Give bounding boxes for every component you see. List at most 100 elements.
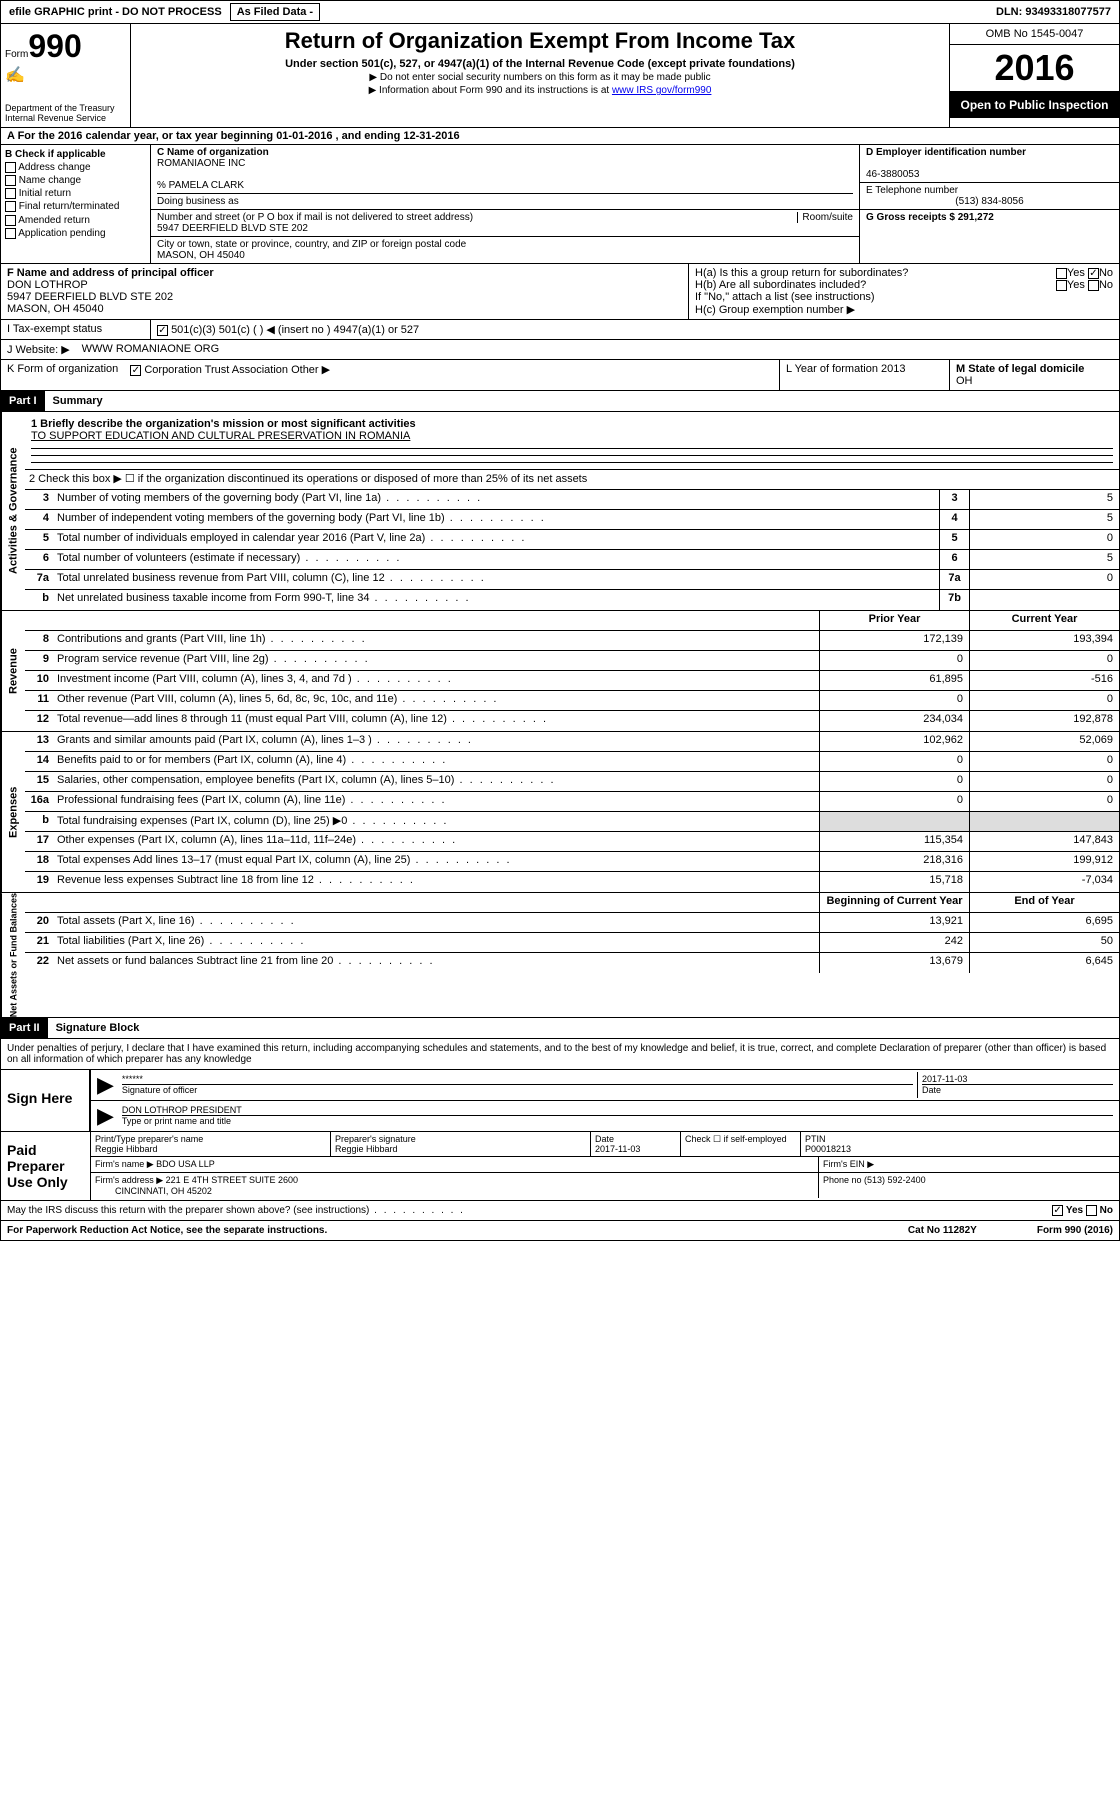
part-2-hdr: Part II xyxy=(1,1018,48,1038)
g-gross: G Gross receipts $ 291,272 xyxy=(860,210,1119,225)
f-officer: F Name and address of principal officer … xyxy=(1,264,689,319)
perjury: Under penalties of perjury, I declare th… xyxy=(0,1039,1120,1070)
line-18: 18 Total expenses Add lines 13–17 (must … xyxy=(25,852,1119,872)
form-subtitle: Under section 501(c), 527, or 4947(a)(1)… xyxy=(135,58,945,70)
c-name: C Name of organization ROMANIAONE INC % … xyxy=(151,145,859,210)
line-13: 13 Grants and similar amounts paid (Part… xyxy=(25,732,1119,752)
row-f-h: F Name and address of principal officer … xyxy=(0,264,1120,320)
cb-pending[interactable]: Application pending xyxy=(5,228,146,239)
b-header: B Check if applicable xyxy=(5,149,146,160)
form-box: Form990 ✍ Department of the Treasury Int… xyxy=(1,24,131,127)
section-b-g: B Check if applicable Address change Nam… xyxy=(0,145,1120,264)
m-state: M State of legal domicileOH xyxy=(949,360,1119,390)
prep-label: Paid Preparer Use Only xyxy=(1,1132,91,1200)
k-opts: ✓ Corporation Trust Association Other ▶ xyxy=(124,360,779,390)
header: Form990 ✍ Department of the Treasury Int… xyxy=(0,24,1120,128)
line-b: b Net unrelated business taxable income … xyxy=(25,590,1119,610)
line-5: 5 Total number of individuals employed i… xyxy=(25,530,1119,550)
vert-activities: Activities & Governance xyxy=(1,412,25,610)
line-7a: 7a Total unrelated business revenue from… xyxy=(25,570,1119,590)
row-a: A For the 2016 calendar year, or tax yea… xyxy=(0,128,1120,145)
line-12: 12 Total revenue—add lines 8 through 11 … xyxy=(25,711,1119,731)
part-1-hdr: Part I xyxy=(1,391,45,411)
part-2-header: Part II Signature Block xyxy=(0,1018,1120,1039)
cb-amended[interactable]: Amended return xyxy=(5,215,146,226)
line-6: 6 Total number of volunteers (estimate i… xyxy=(25,550,1119,570)
form-number: 990 xyxy=(28,28,81,64)
discuss-q: May the IRS discuss this return with the… xyxy=(7,1205,465,1216)
row-k-m: K Form of organization ✓ Corporation Tru… xyxy=(0,360,1120,391)
line-21: 21 Total liabilities (Part X, line 26) 2… xyxy=(25,933,1119,953)
cat-no: Cat No 11282Y xyxy=(908,1225,977,1236)
row-i: I Tax-exempt status ✓ 501(c)(3) 501(c) (… xyxy=(0,320,1120,340)
vert-net-assets: Net Assets or Fund Balances xyxy=(1,893,25,1017)
i-label: I Tax-exempt status xyxy=(1,320,151,339)
sig-arrow-icon-2: ▶ xyxy=(93,1103,118,1129)
form-ref: Form 990 (2016) xyxy=(1037,1225,1113,1236)
d-ein: D Employer identification number 46-3880… xyxy=(860,145,1119,183)
prep-date: Date2017-11-03 xyxy=(591,1132,681,1156)
sign-label: Sign Here xyxy=(1,1070,91,1131)
top-bar: efile GRAPHIC print - DO NOT PROCESS As … xyxy=(0,0,1120,24)
discuss-yn: ✓ Yes No xyxy=(1052,1205,1113,1216)
paperwork-notice: For Paperwork Reduction Act Notice, see … xyxy=(7,1225,327,1236)
firm-phone: Phone no (513) 592-2400 xyxy=(819,1173,1119,1198)
line-20: 20 Total assets (Part X, line 16) 13,921… xyxy=(25,913,1119,933)
form-prefix: Form xyxy=(5,49,28,60)
prep-sig: Preparer's signatureReggie Hibbard xyxy=(331,1132,591,1156)
line-19: 19 Revenue less expenses Subtract line 1… xyxy=(25,872,1119,892)
line-14: 14 Benefits paid to or for members (Part… xyxy=(25,752,1119,772)
expenses-section: Expenses 13 Grants and similar amounts p… xyxy=(0,732,1120,893)
irs-link[interactable]: www IRS gov/form990 xyxy=(612,85,711,96)
line-2: 2 Check this box ▶ ☐ if the organization… xyxy=(25,470,1119,490)
form-title: Return of Organization Exempt From Incom… xyxy=(135,28,945,54)
c-addr: Number and street (or P O box if mail is… xyxy=(151,210,859,237)
row-j: J Website: ▶ WWW ROMANIAONE ORG xyxy=(0,340,1120,360)
j-label: J Website: ▶ xyxy=(1,340,76,359)
sig-officer: ****** Signature of officer xyxy=(118,1072,917,1098)
sign-here: Sign Here ▶ ****** Signature of officer … xyxy=(0,1070,1120,1132)
right-box: OMB No 1545-0047 2016 Open to Public Ins… xyxy=(949,24,1119,127)
cb-initial[interactable]: Initial return xyxy=(5,188,146,199)
irs: Internal Revenue Service xyxy=(5,113,126,123)
col-headers-rev: Prior Year Current Year xyxy=(25,611,1119,631)
tax-year: 2016 xyxy=(950,45,1119,92)
e-phone: E Telephone number (513) 834-8056 xyxy=(860,183,1119,210)
firm-name: Firm's name ▶ BDO USA LLP xyxy=(91,1157,819,1172)
paid-preparer: Paid Preparer Use Only Print/Type prepar… xyxy=(0,1132,1120,1201)
omb: OMB No 1545-0047 xyxy=(950,24,1119,45)
vert-revenue: Revenue xyxy=(1,611,25,731)
line-15: 15 Salaries, other compensation, employe… xyxy=(25,772,1119,792)
dept-treasury: Department of the Treasury xyxy=(5,103,126,113)
line-4: 4 Number of independent voting members o… xyxy=(25,510,1119,530)
note-ssn: ▶ Do not enter social security numbers o… xyxy=(135,72,945,83)
c-city: City or town, state or province, country… xyxy=(151,237,859,263)
line-16a: 16a Professional fundraising fees (Part … xyxy=(25,792,1119,812)
part-1-title: Summary xyxy=(45,391,111,411)
cb-address[interactable]: Address change xyxy=(5,162,146,173)
col-d-g: D Employer identification number 46-3880… xyxy=(859,145,1119,263)
col-b: B Check if applicable Address change Nam… xyxy=(1,145,151,263)
line-9: 9 Program service revenue (Part VIII, li… xyxy=(25,651,1119,671)
cb-final[interactable]: Final return/terminated xyxy=(5,201,146,212)
efile-label: efile GRAPHIC print - DO NOT PROCESS xyxy=(5,6,226,18)
note-link: ▶ Information about Form 990 and its ins… xyxy=(135,85,945,96)
activities-governance: Activities & Governance 1 Briefly descri… xyxy=(0,412,1120,611)
dln: DLN: 93493318077577 xyxy=(992,6,1115,18)
cb-name[interactable]: Name change xyxy=(5,175,146,186)
line-17: 17 Other expenses (Part IX, column (A), … xyxy=(25,832,1119,852)
mission: 1 Briefly describe the organization's mi… xyxy=(25,412,1119,470)
col-c: C Name of organization ROMANIAONE INC % … xyxy=(151,145,859,263)
prep-check: Check ☐ if self-employed xyxy=(681,1132,801,1156)
line-8: 8 Contributions and grants (Part VIII, l… xyxy=(25,631,1119,651)
line-10: 10 Investment income (Part VIII, column … xyxy=(25,671,1119,691)
line-3: 3 Number of voting members of the govern… xyxy=(25,490,1119,510)
firm-addr: Firm's address ▶ 221 E 4TH STREET SUITE … xyxy=(91,1173,819,1198)
net-assets-section: Net Assets or Fund Balances Beginning of… xyxy=(0,893,1120,1018)
k-label: K Form of organization xyxy=(1,360,124,390)
title-box: Return of Organization Exempt From Incom… xyxy=(131,24,949,127)
part-1-header: Part I Summary xyxy=(0,391,1120,412)
prep-ptin: PTINP00018213 xyxy=(801,1132,1119,1156)
line-11: 11 Other revenue (Part VIII, column (A),… xyxy=(25,691,1119,711)
line-b: b Total fundraising expenses (Part IX, c… xyxy=(25,812,1119,832)
